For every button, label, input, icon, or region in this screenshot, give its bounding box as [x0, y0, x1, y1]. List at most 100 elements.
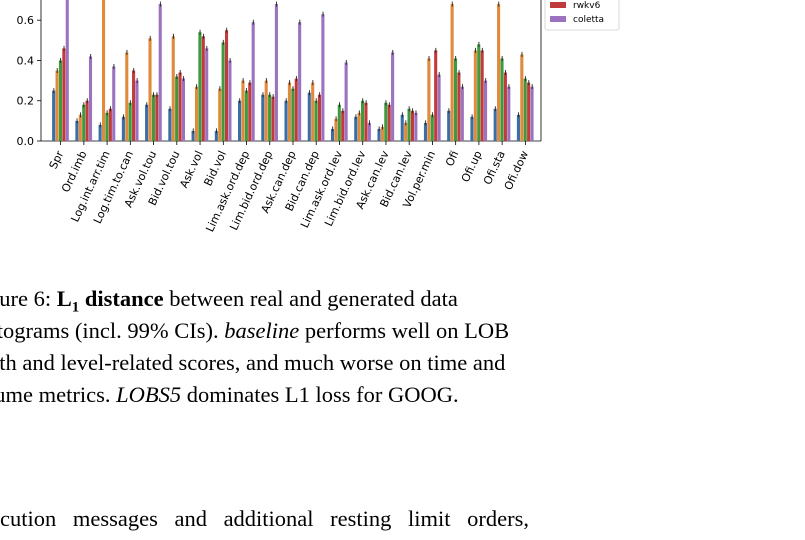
- bar: [55, 70, 59, 141]
- bar: [125, 52, 129, 142]
- caption-line-1: gure 6: L1 distance between real and gen…: [0, 283, 458, 324]
- bar: [400, 114, 404, 141]
- bar: [453, 58, 458, 141]
- body-text-line: ecution messages and additional resting …: [0, 506, 530, 531]
- plot-area: 0.00.20.40.6SprOrd.imbLog.int.arr.timLog…: [17, 0, 542, 234]
- bar: [261, 94, 265, 141]
- bar: [337, 104, 341, 141]
- bar: [198, 32, 202, 141]
- bar: [88, 56, 93, 141]
- bar: [221, 42, 225, 142]
- bar: [105, 112, 109, 141]
- y-tick-label: 0.6: [17, 14, 35, 27]
- y-tick-label: 0.2: [17, 95, 35, 108]
- bar: [437, 74, 441, 141]
- y-tick-label: 0.4: [17, 54, 35, 67]
- caption-distance-bold: distance: [79, 286, 164, 311]
- bar: [497, 4, 501, 141]
- legend-label: coletta: [573, 15, 604, 25]
- bar: [387, 104, 391, 141]
- bar: [447, 110, 451, 141]
- bar: [58, 60, 63, 141]
- bar: [380, 126, 384, 141]
- bar: [98, 124, 102, 141]
- bar: [404, 122, 408, 141]
- caption-l-subscript: 1: [71, 299, 80, 316]
- bar: [75, 120, 79, 141]
- bar: [238, 100, 242, 141]
- bar: [361, 100, 365, 141]
- bar: [181, 78, 186, 141]
- caption-line-4: lume metrics. LOBS5 dominates L1 loss fo…: [0, 379, 459, 411]
- bar: [354, 116, 358, 141]
- bar: [228, 60, 232, 141]
- bar: [364, 102, 368, 141]
- bar: [291, 88, 295, 141]
- y-tick-label: 0.0: [17, 135, 35, 148]
- bar: [101, 0, 106, 141]
- bar: [271, 96, 275, 141]
- bar: [407, 108, 411, 141]
- bar: [311, 82, 315, 141]
- bar: [108, 108, 112, 141]
- bar: [218, 88, 222, 141]
- bar: [523, 78, 527, 141]
- bar: [274, 4, 278, 141]
- bar: [224, 30, 229, 142]
- bar: [377, 128, 381, 141]
- caption-line-1-rest: between real and generated data: [163, 286, 458, 311]
- bar: [214, 130, 218, 141]
- bar: [414, 112, 418, 141]
- bar: [244, 90, 248, 141]
- caption-line-2-start: stograms (incl. 99% CIs).: [0, 318, 225, 343]
- bar: [248, 82, 252, 141]
- bar: [178, 72, 182, 141]
- bar: [321, 14, 325, 141]
- bar: [171, 36, 175, 141]
- bar: [121, 116, 125, 141]
- bar: [284, 100, 288, 141]
- bar: [427, 58, 431, 141]
- bar: [384, 102, 388, 141]
- x-tick-label: Ofi.up: [459, 149, 485, 184]
- bar: [168, 108, 172, 141]
- bar: [148, 38, 152, 141]
- caption-line-2: stograms (incl. 99% CIs). baseline perfo…: [0, 315, 509, 347]
- bar: [205, 48, 209, 141]
- bar: [473, 50, 477, 141]
- caption-line-2-rest: performs well on LOB: [299, 318, 510, 343]
- bar: [128, 102, 132, 141]
- caption-l-symbol: L: [56, 286, 72, 311]
- x-tick-label: Spr: [47, 148, 67, 171]
- bar: [294, 78, 298, 141]
- bar: [298, 22, 302, 141]
- bar: [500, 58, 504, 141]
- bar: [450, 4, 454, 141]
- bar: [158, 4, 162, 141]
- bar: [62, 48, 66, 141]
- bar: [367, 122, 371, 141]
- bar: [151, 94, 155, 141]
- bar-chart: 0.00.20.40.6SprOrd.imbLog.int.arr.timLog…: [17, 0, 620, 234]
- caption-lobs5-italic: LOBS5: [116, 382, 182, 407]
- bar: [480, 50, 484, 141]
- bar: [175, 76, 179, 141]
- bar: [503, 72, 507, 141]
- bar: [457, 72, 461, 141]
- bar: [527, 82, 531, 141]
- legend: rwkv6 coletta: [544, 0, 620, 31]
- bar: [145, 104, 149, 141]
- caption-line-3: pth and level-related scores, and much w…: [0, 350, 506, 375]
- bar: [194, 86, 199, 141]
- bar: [132, 70, 136, 141]
- bar: [191, 130, 195, 141]
- bar: [423, 122, 428, 141]
- caption-baseline-italic: baseline: [224, 318, 300, 343]
- bar: [516, 114, 520, 141]
- bar: [391, 52, 395, 142]
- bar: [78, 114, 82, 141]
- bar: [493, 108, 497, 141]
- bar: [85, 100, 89, 141]
- bar: [334, 118, 338, 141]
- bar: [410, 110, 414, 141]
